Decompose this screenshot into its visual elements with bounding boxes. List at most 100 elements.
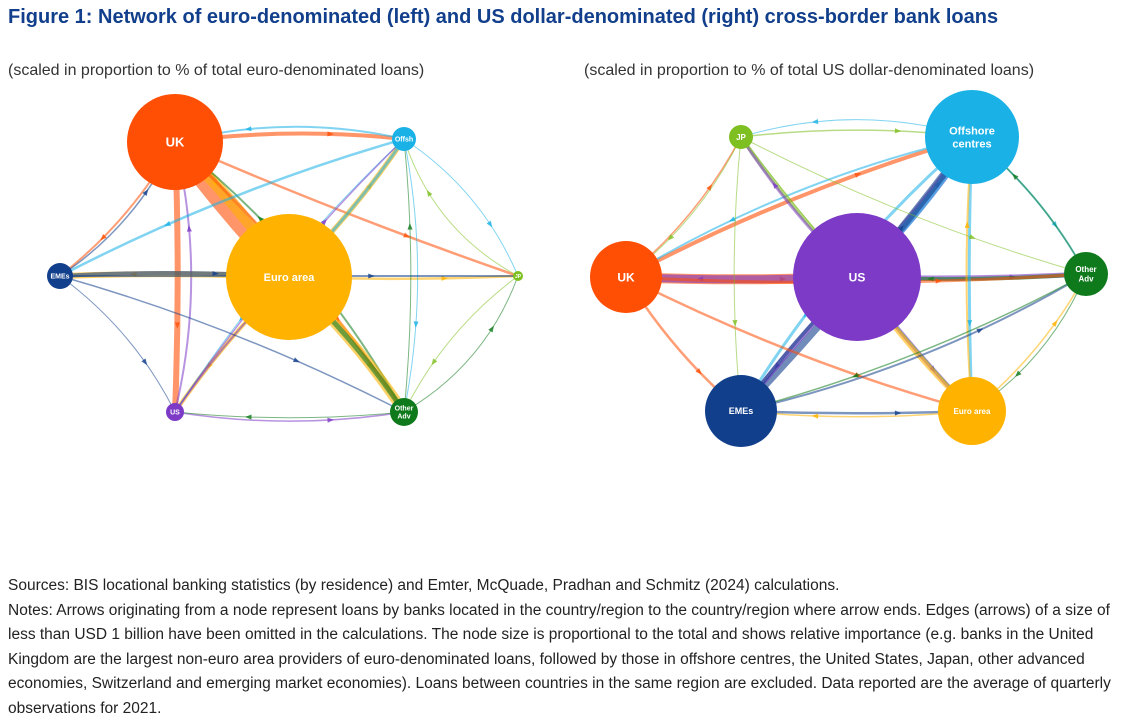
right-node-us-circle bbox=[793, 213, 921, 341]
left-edge-offsh-to-emes bbox=[58, 137, 406, 278]
right-node-ea-circle bbox=[938, 377, 1006, 445]
right-arrowhead-emes-to-ea bbox=[894, 410, 902, 416]
notes-text: Notes: Arrows originating from a node re… bbox=[8, 601, 1111, 717]
right-node-oa-label: Other Adv bbox=[1075, 265, 1096, 284]
right-node-emes-circle bbox=[705, 375, 777, 447]
left-node-us: US bbox=[166, 403, 184, 421]
left-edge-oa-to-jp bbox=[403, 275, 519, 413]
left-edge-jp-to-oa bbox=[403, 275, 519, 413]
right-arrowhead-oa-to-offsh bbox=[1012, 173, 1019, 180]
right-arrowhead-ea-to-oa bbox=[1051, 320, 1058, 327]
left-arrowhead-offsh-to-jp bbox=[486, 220, 493, 228]
right-arrowhead-jp-to-uk bbox=[667, 234, 675, 241]
right-edge-uk-to-ea bbox=[624, 275, 974, 413]
left-arrowhead-offsh-to-uk bbox=[244, 126, 252, 132]
right-node-us-label: US bbox=[849, 270, 866, 284]
right-node-offsh-circle bbox=[925, 90, 1019, 184]
right-node-emes: EMEs bbox=[705, 375, 777, 447]
left-edge-us-to-oa bbox=[174, 411, 405, 422]
left-edge-jp-to-offsh bbox=[403, 138, 519, 277]
right-arrowhead-offsh-to-ea bbox=[967, 320, 973, 327]
left-node-oa-label: Other Adv bbox=[395, 405, 414, 420]
right-edge-oa-to-emes bbox=[740, 273, 1087, 412]
euro-loan-network: UK Euro area Offsh JP EMEs US Other Adv bbox=[47, 94, 523, 426]
left-edge-emes-to-oa bbox=[59, 275, 405, 413]
left-edge-oa-to-us bbox=[174, 411, 405, 419]
right-node-uk-label: UK bbox=[617, 270, 635, 284]
right-node-jp-circle bbox=[729, 125, 753, 149]
right-edge-jp-to-oa bbox=[740, 136, 1087, 275]
left-arrowhead-offsh-to-oa bbox=[413, 321, 419, 328]
right-arrowhead-jp-to-oa bbox=[968, 234, 976, 240]
left-node-jp-circle bbox=[513, 271, 523, 281]
left-node-emes: EMEs bbox=[47, 263, 73, 289]
right-edge-offsh-to-uk bbox=[625, 136, 973, 278]
left-node-uk-label: UK bbox=[166, 135, 185, 150]
left-edge-uk-to-jp bbox=[173, 140, 520, 278]
right-arrowhead-oa-to-emes bbox=[851, 372, 859, 378]
left-node-jp: JP bbox=[513, 271, 523, 281]
subtitle-right: (scaled in proportion to % of total US d… bbox=[584, 62, 1035, 79]
left-edge-oa-to-offsh bbox=[403, 138, 412, 413]
left-edge-offsh-to-jp bbox=[403, 138, 519, 277]
right-edge-uk-to-offsh bbox=[624, 135, 974, 279]
left-arrowhead-jp-to-oa bbox=[431, 358, 438, 366]
right-node-uk: UK bbox=[590, 241, 662, 313]
left-arrowhead-oa-to-jp bbox=[488, 325, 494, 333]
left-node-jp-label: JP bbox=[515, 274, 522, 280]
left-node-uk-circle bbox=[127, 94, 223, 190]
dollar-loan-network: JP Offshore centres UK US Other Adv EMEs Euro ar… bbox=[590, 90, 1108, 447]
left-arrowhead-emes-to-ea bbox=[212, 271, 219, 277]
left-edge-emes-to-us bbox=[59, 275, 176, 413]
left-arrowhead-jp-to-offsh bbox=[426, 190, 433, 197]
right-edge-emes-to-oa bbox=[740, 273, 1087, 412]
figure-title: Figure 1: Network of euro-denominated (l… bbox=[8, 6, 999, 28]
right-node-jp-label: JP bbox=[736, 133, 746, 142]
right-node-oa-circle bbox=[1064, 252, 1108, 296]
left-node-us-label: US bbox=[170, 410, 180, 417]
right-node-offsh-label: Offshore centres bbox=[949, 125, 995, 150]
right-arrowhead-uk-to-oa bbox=[935, 278, 943, 284]
left-arrowhead-uk-to-us bbox=[174, 322, 180, 329]
left-node-offsh-label: Offsh bbox=[395, 137, 413, 144]
right-arrowhead-uk-to-offsh bbox=[854, 172, 862, 178]
left-arrowhead-ea-to-uk bbox=[212, 180, 219, 187]
right-arrowhead-emes-to-offsh bbox=[897, 225, 904, 232]
left-arrowhead-offsh-to-emes bbox=[164, 221, 172, 226]
left-arrowhead-ea-to-jp bbox=[441, 275, 448, 281]
right-arrowhead-jp-to-emes bbox=[732, 320, 738, 327]
left-node-oa: Other Adv bbox=[390, 398, 418, 426]
left-arrowhead-uk-to-offsh bbox=[327, 131, 334, 137]
right-arrowhead-oa-to-ea bbox=[1015, 370, 1022, 377]
left-arrowhead-uk-to-emes bbox=[100, 234, 107, 241]
left-node-ea: Euro area bbox=[226, 214, 352, 340]
left-node-oa-circle bbox=[390, 398, 418, 426]
left-node-ea-circle bbox=[226, 214, 352, 340]
left-arrowhead-oa-to-offsh bbox=[407, 223, 413, 230]
left-node-offsh: Offsh bbox=[392, 127, 416, 151]
right-edge-jp-to-emes bbox=[733, 136, 742, 412]
right-node-oa: Other Adv bbox=[1064, 252, 1108, 296]
right-node-emes-label: EMEs bbox=[729, 406, 754, 416]
figure-footer: Sources: BIS locational banking statisti… bbox=[8, 574, 1138, 721]
right-node-ea: Euro area bbox=[938, 377, 1006, 445]
left-node-offsh-circle bbox=[392, 127, 416, 151]
right-arrowhead-us-to-jp bbox=[772, 182, 779, 189]
right-node-jp: JP bbox=[729, 125, 753, 149]
left-node-emes-label: EMEs bbox=[50, 274, 69, 281]
left-arrowhead-emes-to-uk bbox=[142, 189, 149, 196]
right-arrowhead-emes-to-oa bbox=[976, 328, 984, 334]
right-arrowhead-ea-to-emes bbox=[811, 413, 819, 419]
sources-text: Sources: BIS locational banking statisti… bbox=[8, 577, 840, 594]
right-node-us: US bbox=[793, 213, 921, 341]
right-node-ea-label: Euro area bbox=[954, 407, 991, 416]
left-node-uk: UK bbox=[127, 94, 223, 190]
left-node-us-circle bbox=[166, 403, 184, 421]
right-arrowhead-offsh-to-uk bbox=[728, 216, 736, 222]
left-arrowhead-oa-to-us bbox=[245, 414, 252, 420]
left-arrowhead-uk-to-jp bbox=[403, 232, 411, 238]
left-arrowhead-us-to-offsh bbox=[320, 219, 327, 226]
subtitle-left: (scaled in proportion to % of total euro… bbox=[8, 62, 425, 79]
left-arrowhead-emes-to-jp bbox=[368, 273, 375, 279]
right-arrowhead-uk-to-emes bbox=[695, 368, 702, 375]
